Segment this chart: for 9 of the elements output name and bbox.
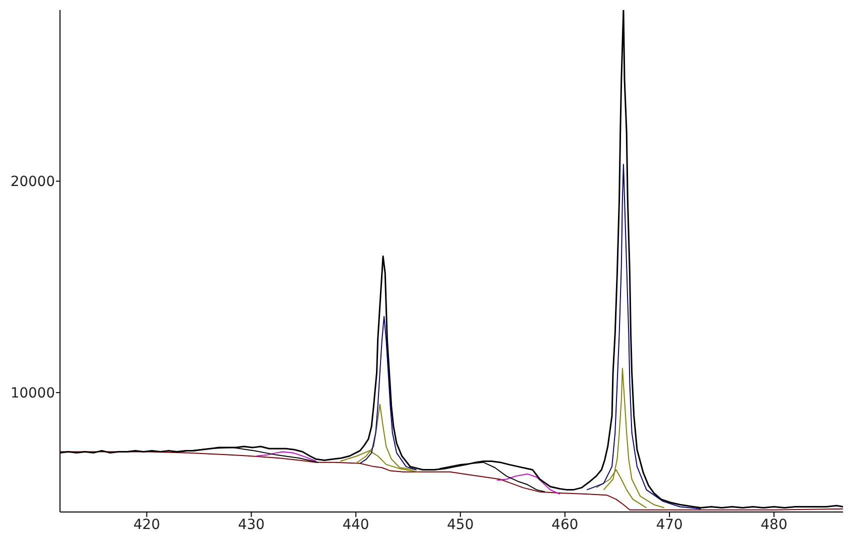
x-tick-label: 460: [552, 516, 578, 533]
x-tick-label: 470: [656, 516, 683, 533]
x-tick-label: 440: [342, 516, 370, 533]
x-tick-label: 430: [238, 516, 265, 533]
x-tick-label: 420: [133, 516, 160, 533]
x-tick-label: 480: [760, 516, 788, 533]
x-tick-label: 450: [447, 516, 474, 533]
y-tick-label: 20000: [10, 174, 55, 190]
y-tick-label: 10000: [10, 386, 55, 402]
